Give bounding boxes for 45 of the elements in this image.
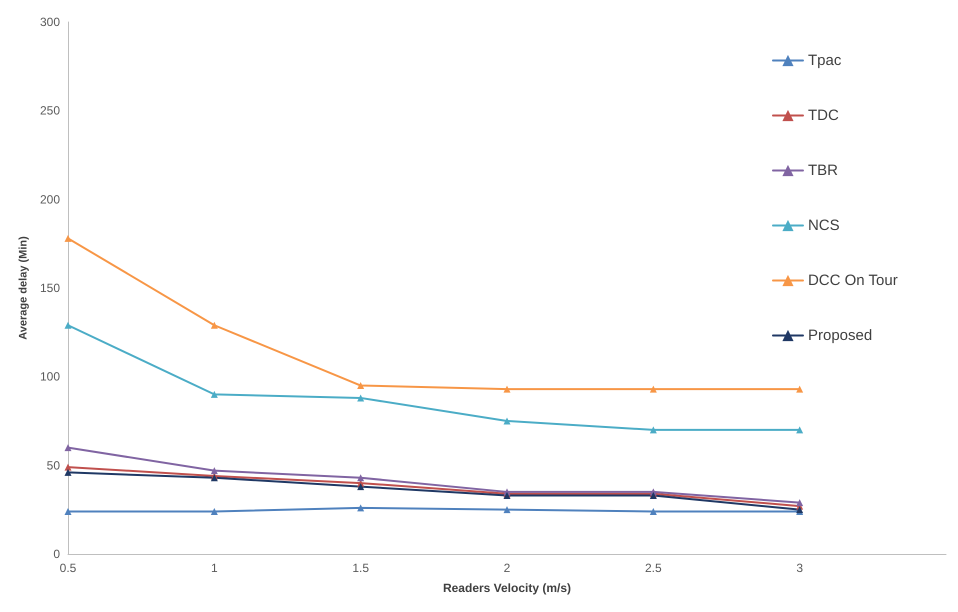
- point: [796, 426, 804, 434]
- legend-label: TBR: [808, 162, 838, 179]
- point: [64, 468, 72, 476]
- point: [504, 386, 510, 393]
- y-tick-label: 150: [40, 281, 60, 295]
- legend-label: NCS: [808, 217, 840, 234]
- point: [796, 386, 804, 393]
- legend-label: Tpac: [808, 52, 842, 69]
- x-tick-label: 1: [210, 561, 218, 575]
- legend-label: Proposed: [808, 327, 872, 344]
- point: [650, 386, 657, 393]
- y-tick-label: 100: [40, 370, 60, 384]
- y-axis-title: Average delay (Min): [18, 236, 30, 340]
- x-tick-label: 0.5: [60, 561, 77, 575]
- point: [210, 390, 218, 398]
- point: [357, 394, 364, 402]
- point: [357, 483, 364, 490]
- y-tick-label: 250: [40, 104, 60, 118]
- point: [210, 508, 218, 515]
- x-axis-title: Readers Velocity (m/s): [442, 581, 572, 595]
- point: [64, 322, 72, 329]
- legend-label: DCC On Tour: [808, 272, 898, 289]
- point: [357, 504, 364, 512]
- y-tick-label: 300: [40, 15, 60, 29]
- point: [64, 234, 72, 242]
- point: [64, 464, 72, 471]
- point: [650, 426, 657, 434]
- x-tick-label: 2: [504, 561, 511, 575]
- point: [210, 467, 218, 474]
- y-tick-label: 0: [53, 547, 60, 561]
- point: [64, 444, 72, 452]
- y-tick-label: 200: [40, 192, 60, 206]
- point: [357, 474, 364, 482]
- y-tick-label: 50: [46, 458, 60, 472]
- point: [650, 508, 657, 515]
- point: [504, 506, 510, 514]
- x-tick-label: 2.5: [644, 561, 662, 575]
- legend-label: TDC: [808, 107, 839, 124]
- point: [796, 499, 804, 506]
- point: [357, 382, 364, 390]
- point: [64, 508, 72, 515]
- x-tick-label: 1.5: [352, 561, 370, 575]
- x-tick-label: 3: [796, 561, 804, 575]
- point: [210, 322, 218, 329]
- point: [504, 418, 510, 424]
